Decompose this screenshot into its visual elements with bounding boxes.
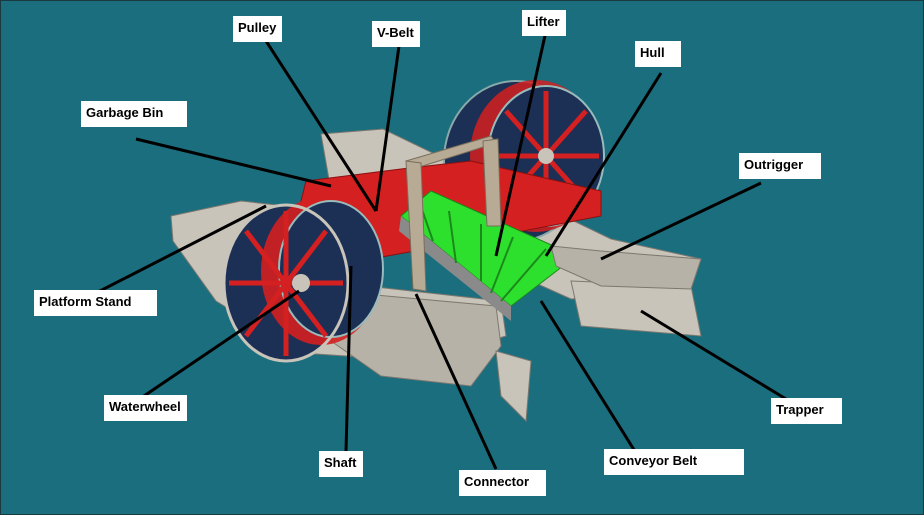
label-lifter: Lifter <box>522 10 566 36</box>
outrigger <box>550 245 702 290</box>
label-v-belt: V-Belt <box>372 21 420 47</box>
leader-garbage-bin <box>135 137 332 188</box>
label-trapper: Trapper <box>771 398 842 424</box>
leader-lifter <box>494 30 548 257</box>
leader-outrigger <box>600 181 762 261</box>
label-garbage-bin: Garbage Bin <box>81 101 187 127</box>
front-trapper <box>495 350 532 423</box>
label-pulley: Pulley <box>233 16 283 42</box>
leader-connector <box>414 293 498 470</box>
leader-shaft <box>344 265 353 452</box>
label-conveyor-belt: Conveyor Belt <box>604 449 744 475</box>
leader-v-belt <box>374 45 401 212</box>
leader-pulley <box>264 40 378 212</box>
label-outrigger: Outrigger <box>739 153 821 179</box>
label-platform-stand: Platform Stand <box>34 290 157 316</box>
leader-waterwheel <box>140 289 300 400</box>
leader-lines <box>95 30 787 470</box>
label-connector: Connector <box>459 470 546 496</box>
lifter-frame <box>405 135 502 292</box>
label-waterwheel: Waterwheel <box>104 395 187 421</box>
label-shaft: Shaft <box>319 451 363 477</box>
label-hull: Hull <box>635 41 681 67</box>
leader-hull <box>544 72 663 257</box>
leader-platform-stand <box>95 204 267 295</box>
leader-conveyor-belt <box>539 300 638 454</box>
leader-trapper <box>640 309 787 401</box>
